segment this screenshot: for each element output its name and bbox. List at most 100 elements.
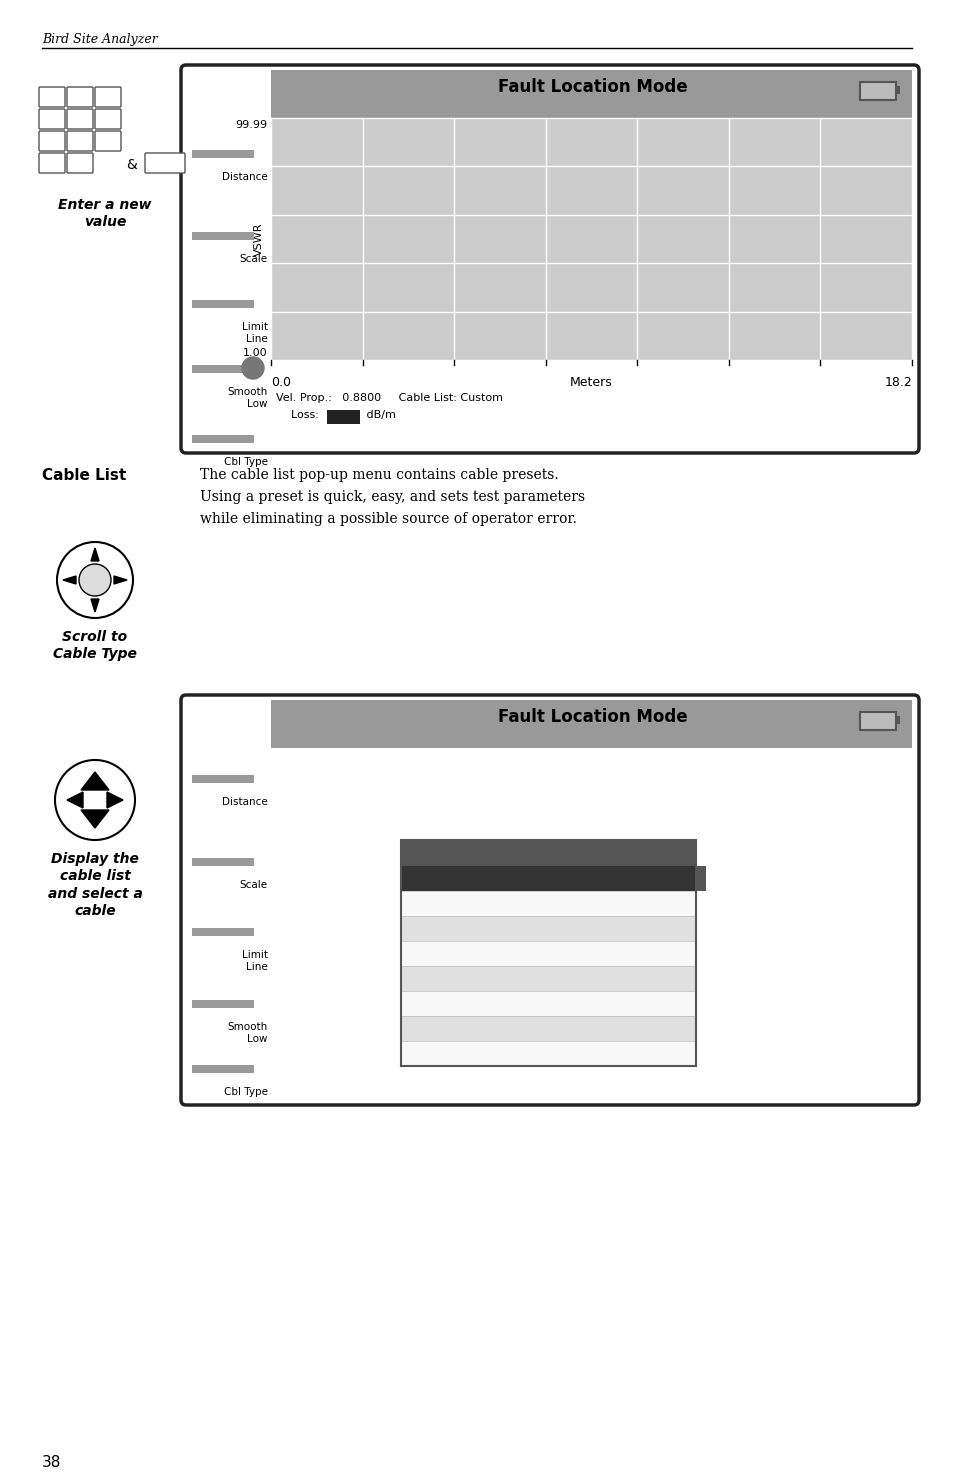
Bar	[696, 866, 705, 891]
Text: 5128: 5128	[433, 945, 462, 959]
FancyBboxPatch shape	[95, 109, 121, 128]
Bar	[400, 966, 696, 991]
Text: 99.99: 99.99	[234, 119, 267, 130]
Polygon shape	[63, 577, 76, 584]
Text: Scale: Scale	[239, 881, 268, 889]
Text: while eliminating a possible source of operator error.: while eliminating a possible source of o…	[200, 512, 577, 527]
Text: 0.0259: 0.0259	[631, 1021, 672, 1034]
FancyBboxPatch shape	[39, 87, 65, 108]
Polygon shape	[107, 792, 123, 808]
Bar	[400, 941, 696, 966]
FancyBboxPatch shape	[95, 131, 121, 150]
Text: The cable list pop-up menu contains cable presets.: The cable list pop-up menu contains cabl…	[200, 468, 558, 482]
Text: 4: 4	[49, 114, 55, 122]
Text: FSJ1-50A: FSJ1-50A	[422, 1046, 474, 1059]
Text: 9: 9	[105, 91, 111, 100]
FancyBboxPatch shape	[145, 153, 185, 173]
Text: 0.0420: 0.0420	[631, 971, 672, 984]
FancyBboxPatch shape	[39, 131, 65, 150]
Polygon shape	[91, 599, 99, 612]
Text: Scroll to
Cable Type: Scroll to Cable Type	[53, 630, 137, 661]
Bar	[895, 715, 899, 724]
Circle shape	[242, 357, 264, 379]
Text: 0.1089: 0.1089	[631, 920, 672, 934]
Text: Smooth
Low: Smooth Low	[228, 386, 268, 410]
Text: Scale: Scale	[239, 254, 268, 264]
Polygon shape	[113, 577, 127, 584]
Text: Cbl Type: Cbl Type	[224, 1087, 268, 1097]
Text: VSWR: VSWR	[253, 223, 264, 255]
FancyBboxPatch shape	[95, 87, 121, 108]
Text: 2: 2	[77, 136, 83, 145]
Text: 38: 38	[42, 1454, 61, 1471]
Bar	[859, 712, 895, 730]
Text: Display the
cable list
and select a
cable: Display the cable list and select a cabl…	[48, 853, 142, 917]
Circle shape	[55, 760, 135, 839]
FancyBboxPatch shape	[67, 131, 92, 150]
Text: dB/m: dB/m	[363, 410, 395, 420]
Text: Loss: Loss	[637, 845, 666, 858]
Text: 0.1968: 0.1968	[631, 1046, 672, 1059]
Text: Vel. Prop.:   0.8800     Cable List: Custom: Vel. Prop.: 0.8800 Cable List: Custom	[275, 392, 502, 403]
Text: 0.8200: 0.8200	[531, 920, 571, 934]
Text: Vp@1Ghz: Vp@1Ghz	[519, 845, 582, 858]
Text: Fault Location Mode: Fault Location Mode	[497, 78, 686, 96]
Text: Type: Type	[433, 845, 463, 858]
Polygon shape	[81, 810, 109, 827]
Text: 0.0312: 0.0312	[631, 996, 672, 1009]
Text: 0.8800: 0.8800	[531, 996, 571, 1009]
Text: 5438: 5438	[433, 1021, 462, 1034]
FancyBboxPatch shape	[39, 109, 65, 128]
Bar	[192, 364, 253, 373]
FancyBboxPatch shape	[181, 65, 918, 453]
Bar	[192, 858, 253, 866]
Bar	[859, 83, 895, 100]
Text: 0.8400: 0.8400	[531, 1046, 571, 1059]
Bar	[192, 774, 253, 783]
Text: 7: 7	[49, 91, 55, 100]
Bar	[192, 150, 253, 158]
Text: Distance: Distance	[222, 173, 268, 181]
Bar	[400, 916, 696, 941]
Text: 5228: 5228	[433, 971, 462, 984]
Text: Distance: Distance	[222, 796, 268, 807]
Text: 0.8800: 0.8800	[531, 895, 571, 909]
Text: 0.262: 0.262	[327, 410, 358, 420]
Text: 5092: 5092	[433, 920, 462, 934]
Polygon shape	[91, 549, 99, 560]
Bar	[271, 69, 911, 118]
Circle shape	[57, 541, 132, 618]
Text: 5328: 5328	[433, 996, 462, 1009]
Text: Enter a new
value: Enter a new value	[58, 198, 152, 229]
Text: Fault Location Mode: Fault Location Mode	[497, 708, 686, 726]
Bar	[327, 410, 359, 423]
Text: 0.8800: 0.8800	[531, 1021, 571, 1034]
Text: Smooth
Low: Smooth Low	[228, 1022, 268, 1044]
Bar	[400, 1016, 696, 1041]
Text: 1.00: 1.00	[242, 348, 267, 358]
Bar	[188, 702, 273, 1097]
Bar	[400, 1041, 696, 1066]
Text: 0.1447: 0.1447	[631, 872, 672, 884]
Text: 0: 0	[49, 156, 55, 167]
Text: 0.0: 0.0	[271, 376, 291, 389]
Text: 0.8800: 0.8800	[531, 945, 571, 959]
Text: 0.8800: 0.8800	[531, 971, 571, 984]
FancyBboxPatch shape	[181, 695, 918, 1105]
Text: .: .	[78, 156, 81, 167]
Bar	[400, 839, 696, 866]
Bar	[400, 891, 696, 916]
Text: 5: 5	[77, 114, 83, 122]
Text: 5062: 5062	[433, 872, 462, 884]
Text: Using a preset is quick, easy, and sets test parameters: Using a preset is quick, easy, and sets …	[200, 490, 584, 504]
Text: &: &	[127, 158, 137, 173]
FancyBboxPatch shape	[67, 87, 92, 108]
Bar	[400, 866, 696, 891]
Text: Meters: Meters	[570, 376, 612, 389]
Text: 0.1047: 0.1047	[631, 895, 672, 909]
Text: 8: 8	[77, 91, 83, 100]
Text: Bird Site Analyzer: Bird Site Analyzer	[42, 32, 157, 46]
Text: Loss:: Loss:	[291, 410, 322, 420]
Bar	[400, 839, 696, 1066]
Circle shape	[79, 563, 111, 596]
